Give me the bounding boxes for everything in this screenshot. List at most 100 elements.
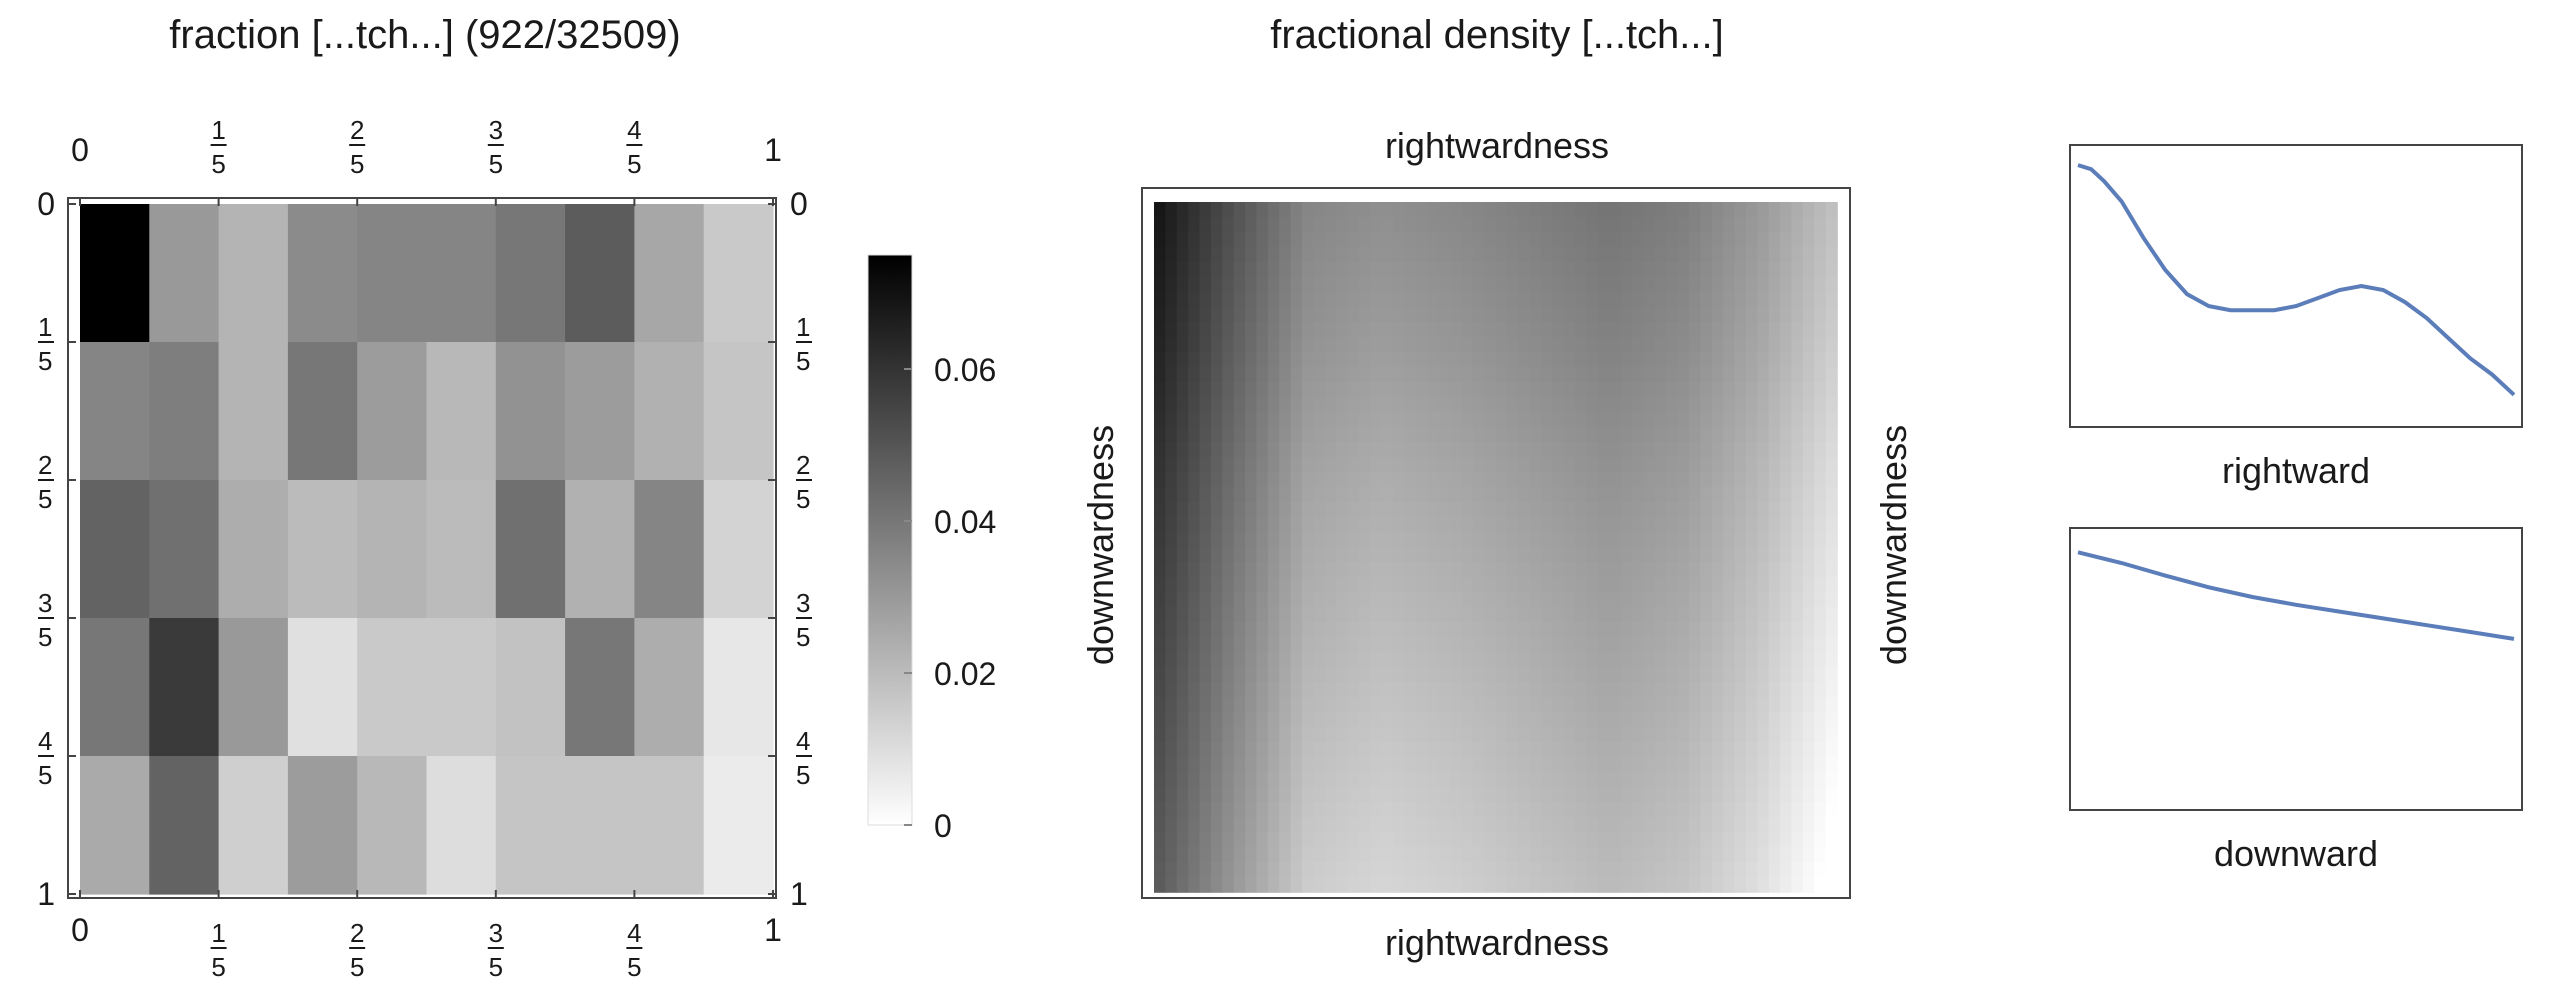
density-cell: [1825, 487, 1838, 503]
density-cell: [1290, 727, 1303, 743]
density-cell: [1700, 517, 1713, 533]
density-cell: [1586, 352, 1599, 368]
density-cell: [1415, 667, 1428, 683]
density-cell: [1461, 532, 1474, 548]
density-cell: [1597, 277, 1611, 293]
density-cell: [1472, 637, 1485, 653]
density-cell: [1586, 367, 1599, 383]
density-cell: [1791, 412, 1804, 428]
density-cell: [1552, 847, 1565, 863]
density-cell: [1199, 397, 1212, 413]
density-cell: [1199, 637, 1212, 653]
heatmap-cell: [149, 756, 220, 895]
density-cell: [1381, 592, 1394, 608]
density-cell: [1518, 232, 1531, 248]
density-cell: [1632, 727, 1645, 743]
density-cell: [1495, 217, 1508, 233]
density-cell: [1449, 307, 1463, 323]
tick-label: 25: [349, 918, 366, 982]
density-cell: [1609, 607, 1622, 623]
density-cell: [1256, 382, 1269, 398]
density-cell: [1301, 262, 1315, 278]
density-cell: [1449, 382, 1463, 398]
density-cell: [1256, 262, 1269, 278]
density-cell: [1552, 562, 1565, 578]
density-cell: [1677, 217, 1690, 233]
density-cell: [1814, 802, 1827, 818]
colorbar-tick-label: 0.02: [934, 656, 996, 692]
density-cell: [1689, 502, 1702, 518]
density-cell: [1620, 877, 1633, 893]
density-cell: [1324, 877, 1337, 893]
density-cell: [1301, 517, 1315, 533]
density-cell: [1700, 622, 1713, 638]
density-cell: [1654, 817, 1668, 833]
density-cell: [1541, 322, 1554, 338]
density-cell: [1791, 742, 1804, 758]
density-cell: [1495, 397, 1508, 413]
density-cell: [1256, 697, 1269, 713]
density-cell: [1552, 382, 1565, 398]
density-cell: [1484, 517, 1497, 533]
density-cell: [1654, 457, 1668, 473]
density-cell: [1632, 577, 1645, 593]
density-cell: [1689, 307, 1702, 323]
density-cell: [1802, 367, 1816, 383]
density-cell: [1677, 577, 1690, 593]
density-cell: [1449, 412, 1463, 428]
density-cell: [1438, 547, 1451, 563]
density-cell: [1768, 772, 1781, 788]
density-cell: [1711, 247, 1724, 263]
density-cell: [1404, 862, 1417, 878]
density-cell: [1563, 352, 1576, 368]
density-cell: [1711, 487, 1724, 503]
density-cell: [1780, 727, 1793, 743]
density-cell: [1256, 292, 1269, 308]
density-cell: [1415, 742, 1428, 758]
density-cell: [1461, 637, 1474, 653]
density-cell: [1222, 757, 1235, 773]
density-cell: [1313, 397, 1326, 413]
density-cell: [1825, 847, 1838, 863]
density-cell: [1199, 322, 1212, 338]
density-cell: [1586, 832, 1599, 848]
density-cell: [1677, 442, 1690, 458]
density-cell: [1711, 607, 1724, 623]
density-cell: [1210, 277, 1224, 293]
density-cell: [1802, 652, 1816, 668]
density-cell: [1176, 577, 1189, 593]
density-cell: [1734, 202, 1747, 218]
density-cell: [1256, 877, 1269, 893]
density-cell: [1825, 202, 1838, 218]
density-cell: [1609, 412, 1622, 428]
density-cell: [1586, 772, 1599, 788]
density-cell: [1757, 622, 1770, 638]
density-cell: [1301, 532, 1315, 548]
density-cell: [1609, 472, 1622, 488]
density-cell: [1666, 427, 1679, 443]
density-cell: [1825, 607, 1838, 623]
density-cell: [1358, 577, 1372, 593]
density-cell: [1461, 292, 1474, 308]
density-cell: [1256, 847, 1269, 863]
density-cell: [1506, 217, 1520, 233]
density-cell: [1666, 382, 1679, 398]
density-cell: [1677, 292, 1690, 308]
density-cell: [1597, 292, 1611, 308]
density-cell: [1814, 352, 1827, 368]
tick-text: 0: [37, 186, 55, 222]
density-cell: [1711, 547, 1724, 563]
density-cell: [1301, 577, 1315, 593]
density-cell: [1336, 667, 1349, 683]
density-cell: [1700, 547, 1713, 563]
heatmap-cell: [565, 480, 635, 619]
density-cell: [1518, 322, 1531, 338]
density-cell: [1449, 817, 1463, 833]
density-cell: [1495, 652, 1508, 668]
density-cell: [1484, 757, 1497, 773]
density-cell: [1484, 742, 1497, 758]
density-cell: [1347, 262, 1360, 278]
density-cell: [1188, 292, 1201, 308]
density-cell: [1427, 277, 1440, 293]
density-cell: [1734, 457, 1747, 473]
